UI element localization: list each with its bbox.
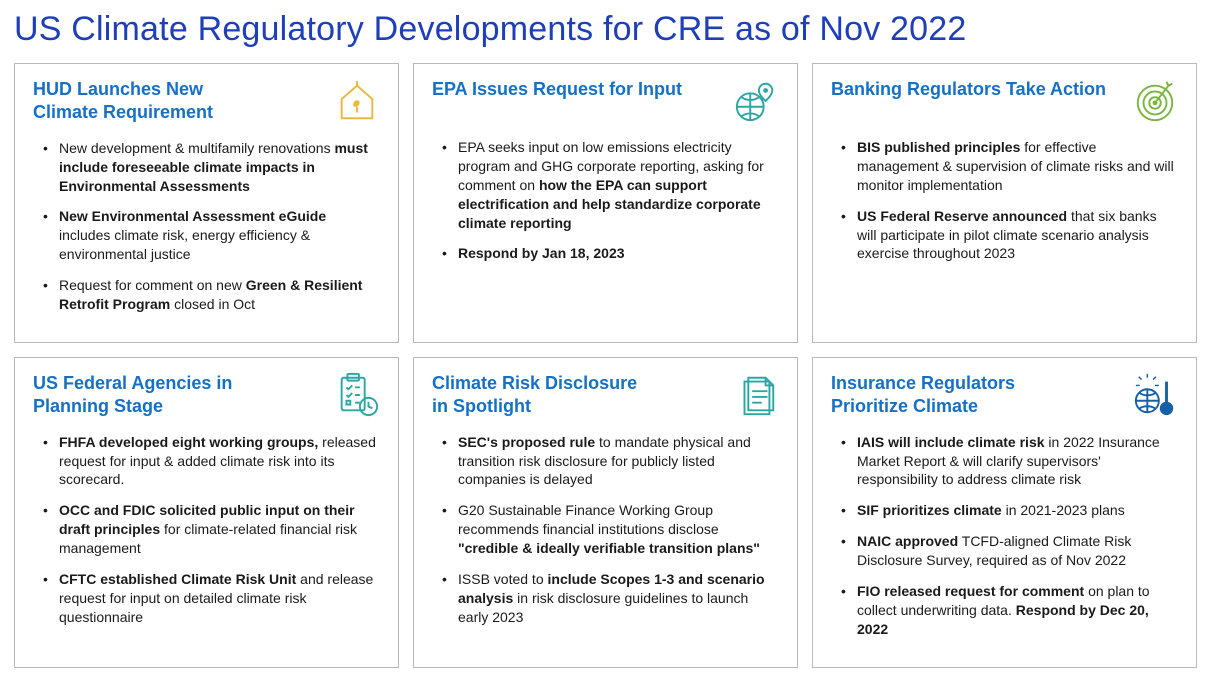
bullet-item: FHFA developed eight working groups, rel… [33, 433, 380, 490]
bullet-item: Request for comment on new Green & Resil… [33, 276, 380, 314]
bullet-item: New Environmental Assessment eGuide incl… [33, 207, 380, 264]
card: US Federal Agencies inPlanning Stage FHF… [14, 357, 399, 668]
card-header: Climate Risk Disclosurein Spotlight [432, 372, 779, 419]
bullet-item: New development & multifamily renovation… [33, 139, 380, 196]
card-header: US Federal Agencies inPlanning Stage [33, 372, 380, 419]
card: HUD Launches NewClimate Requirement New … [14, 63, 399, 343]
page-title: US Climate Regulatory Developments for C… [14, 10, 1197, 49]
card-bullets: SEC's proposed rule to mandate physical … [432, 433, 779, 627]
card-title: Insurance RegulatorsPrioritize Climate [831, 372, 1015, 419]
card-header: HUD Launches NewClimate Requirement [33, 78, 380, 125]
bullet-item: FIO released request for comment on plan… [831, 582, 1178, 639]
bullet-item: US Federal Reserve announced that six ba… [831, 207, 1178, 264]
card-bullets: EPA seeks input on low emissions electri… [432, 138, 779, 263]
cards-grid: HUD Launches NewClimate Requirement New … [14, 63, 1197, 668]
card-title: Climate Risk Disclosurein Spotlight [432, 372, 637, 419]
bullet-item: SIF prioritizes climate in 2021-2023 pla… [831, 501, 1178, 520]
card-bullets: FHFA developed eight working groups, rel… [33, 433, 380, 627]
thermometer-globe-icon [1132, 372, 1178, 418]
bullet-item: OCC and FDIC solicited public input on t… [33, 501, 380, 558]
bullet-item: SEC's proposed rule to mandate physical … [432, 433, 779, 490]
card: Insurance RegulatorsPrioritize Climate I… [812, 357, 1197, 668]
card-header: EPA Issues Request for Input [432, 78, 779, 124]
bullet-item: Respond by Jan 18, 2023 [432, 244, 779, 263]
card: EPA Issues Request for Input EPA seeks i… [413, 63, 798, 343]
globe-pin-icon [733, 78, 779, 124]
card-title: US Federal Agencies inPlanning Stage [33, 372, 232, 419]
bullet-item: ISSB voted to include Scopes 1-3 and sce… [432, 570, 779, 627]
card-title: EPA Issues Request for Input [432, 78, 682, 101]
card-bullets: IAIS will include climate risk in 2022 I… [831, 433, 1178, 639]
bullet-item: IAIS will include climate risk in 2022 I… [831, 433, 1178, 490]
clipboard-clock-icon [334, 372, 380, 418]
card-header: Banking Regulators Take Action [831, 78, 1178, 124]
bullet-item: G20 Sustainable Finance Working Group re… [432, 501, 779, 558]
target-icon [1132, 78, 1178, 124]
bullet-item: CFTC established Climate Risk Unit and r… [33, 570, 380, 627]
bullet-item: NAIC approved TCFD-aligned Climate Risk … [831, 532, 1178, 570]
card: Banking Regulators Take Action BIS publi… [812, 63, 1197, 343]
card: Climate Risk Disclosurein Spotlight SEC'… [413, 357, 798, 668]
card-bullets: New development & multifamily renovation… [33, 139, 380, 314]
card-header: Insurance RegulatorsPrioritize Climate [831, 372, 1178, 419]
card-title: Banking Regulators Take Action [831, 78, 1106, 101]
bullet-item: EPA seeks input on low emissions electri… [432, 138, 779, 232]
card-title: HUD Launches NewClimate Requirement [33, 78, 213, 125]
bullet-item: BIS published principles for effective m… [831, 138, 1178, 195]
house-leaf-icon [334, 78, 380, 124]
card-bullets: BIS published principles for effective m… [831, 138, 1178, 263]
document-icon [733, 372, 779, 418]
